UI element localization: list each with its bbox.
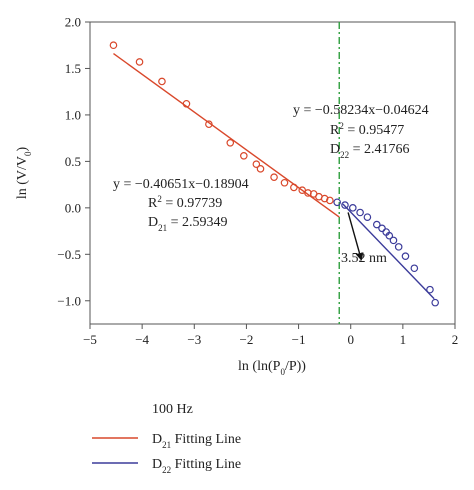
y-axis-label: ln (V/V0) bbox=[15, 147, 33, 200]
x-tick-label: −3 bbox=[187, 332, 201, 347]
s1-point bbox=[280, 178, 289, 187]
fit1-r2: R2 = 0.97739 bbox=[148, 194, 222, 211]
arrow-label: 3.52 nm bbox=[341, 251, 387, 266]
fit-lines bbox=[113, 52, 435, 300]
x-tick-label: 2 bbox=[452, 332, 459, 347]
x-tick-label: −4 bbox=[135, 332, 149, 347]
s1-point bbox=[182, 99, 191, 108]
s2-point bbox=[385, 231, 394, 240]
legend-title: 100 Hz bbox=[152, 402, 193, 417]
s1-point bbox=[158, 77, 166, 86]
legend-item-d22: D22 Fitting Line bbox=[152, 457, 241, 475]
annotations: y = −0.58234x−0.04624 R2 = 0.95477 D22 =… bbox=[113, 103, 429, 266]
s2-point bbox=[410, 264, 419, 273]
s2-point bbox=[431, 298, 439, 307]
fit2-equation: y = −0.58234x−0.04624 bbox=[293, 103, 429, 118]
s2-point bbox=[401, 252, 410, 260]
s1-point bbox=[240, 152, 248, 160]
s2-point bbox=[348, 204, 357, 212]
x-tick-label: 1 bbox=[400, 332, 407, 347]
s1-point bbox=[226, 139, 235, 147]
legend-item-d21: D21 Fitting Line bbox=[152, 432, 241, 450]
s1-point bbox=[270, 173, 278, 181]
s1-point bbox=[252, 160, 261, 168]
s2-point bbox=[389, 236, 398, 245]
fit2-line bbox=[342, 203, 435, 300]
data-points bbox=[109, 41, 439, 307]
x-tick-label: −2 bbox=[240, 332, 254, 347]
s1-point bbox=[290, 183, 298, 192]
plot-border bbox=[89, 21, 456, 325]
s1-point bbox=[109, 41, 118, 50]
x-tick-label: 0 bbox=[347, 332, 354, 347]
y-tick-label: −0.5 bbox=[57, 247, 81, 262]
s2-point bbox=[363, 213, 372, 221]
y-tick-label: 0.0 bbox=[65, 200, 81, 215]
s2-point bbox=[333, 198, 341, 207]
s2-point bbox=[341, 201, 349, 209]
axis-ticks: −5 −4 −3 −2 −1 0 1 2 −1.0 −0.5 0.0 0.5 1.0 1.5 2.0 bbox=[57, 15, 458, 348]
legend: 100 Hz D21 Fitting Line D22 Fitting Line bbox=[92, 402, 241, 475]
y-tick-label: 1.0 bbox=[65, 107, 81, 122]
s1-point bbox=[326, 196, 334, 205]
fit1-line bbox=[113, 52, 340, 218]
s2-point bbox=[426, 285, 434, 294]
s1-point bbox=[135, 58, 144, 66]
s2-point bbox=[394, 243, 403, 251]
y-tick-label: 2.0 bbox=[65, 15, 81, 30]
plot-frame bbox=[89, 21, 456, 325]
fit2-dimension: D22 = 2.41766 bbox=[330, 142, 410, 160]
x-tick-label: −1 bbox=[292, 332, 306, 347]
x-tick-label: −5 bbox=[83, 332, 97, 347]
s2-point bbox=[372, 220, 381, 229]
fit2-r2: R2 = 0.95477 bbox=[330, 121, 404, 138]
annotation-arrow bbox=[347, 212, 364, 261]
fit1-dimension: D21 = 2.59349 bbox=[148, 215, 228, 233]
s1-point bbox=[320, 194, 329, 203]
y-tick-label: 1.5 bbox=[65, 61, 81, 76]
y-tick-label: −1.0 bbox=[57, 293, 81, 308]
x-axis-label: ln (ln(P0/P)) bbox=[238, 359, 306, 377]
s2-point bbox=[378, 224, 386, 233]
s1-point bbox=[205, 120, 213, 129]
s1-point bbox=[256, 165, 265, 173]
fit1-equation: y = −0.40651x−0.18904 bbox=[113, 177, 249, 192]
s2-point bbox=[356, 208, 364, 217]
y-tick-label: 0.5 bbox=[65, 154, 81, 169]
